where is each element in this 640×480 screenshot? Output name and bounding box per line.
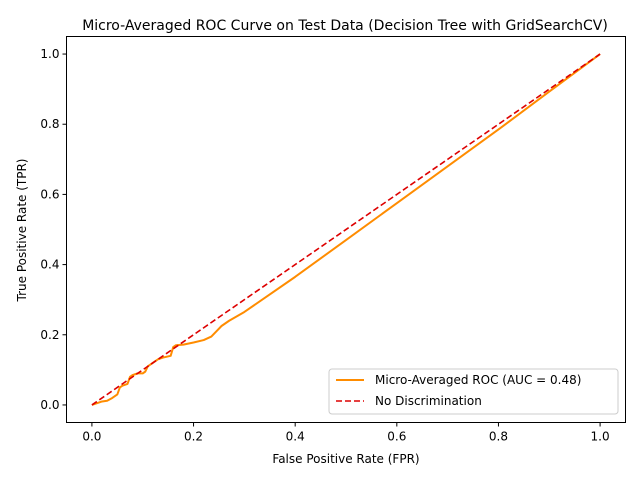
x-tick-label: 0.2 — [184, 430, 203, 444]
chart-title: Micro-Averaged ROC Curve on Test Data (D… — [82, 18, 608, 34]
roc-curve-line — [91, 53, 601, 406]
y-tick-label: 1.0 — [40, 47, 59, 61]
no-discrimination-line — [91, 53, 601, 406]
x-axis-ticks: 0.0 0.2 0.4 0.6 0.8 1.0 — [82, 422, 610, 444]
x-tick-label: 0.0 — [82, 430, 101, 444]
y-tick-label: 0.8 — [40, 117, 59, 131]
y-tick-label: 0.4 — [40, 258, 59, 272]
legend: Micro-Averaged ROC (AUC = 0.48) No Discr… — [328, 368, 619, 415]
x-tick-label: 1.0 — [591, 430, 610, 444]
legend-box — [328, 368, 619, 415]
legend-label-no-discrimination: No Discrimination — [375, 394, 482, 408]
plot-area-frame — [66, 36, 626, 423]
y-axis-label: True Positive Rate (TPR) — [15, 159, 29, 303]
legend-label-roc: Micro-Averaged ROC (AUC = 0.48) — [375, 373, 581, 387]
x-axis-label: False Positive Rate (FPR) — [272, 452, 419, 466]
x-tick-label: 0.4 — [286, 430, 305, 444]
y-tick-label: 0.2 — [40, 328, 59, 342]
y-tick-label: 0.6 — [40, 187, 59, 201]
y-axis-ticks: 0.0 0.2 0.4 0.6 0.8 1.0 — [40, 47, 67, 412]
y-tick-label: 0.0 — [40, 398, 59, 412]
x-tick-label: 0.8 — [489, 430, 508, 444]
series-layer — [91, 53, 601, 406]
x-tick-label: 0.6 — [387, 430, 406, 444]
